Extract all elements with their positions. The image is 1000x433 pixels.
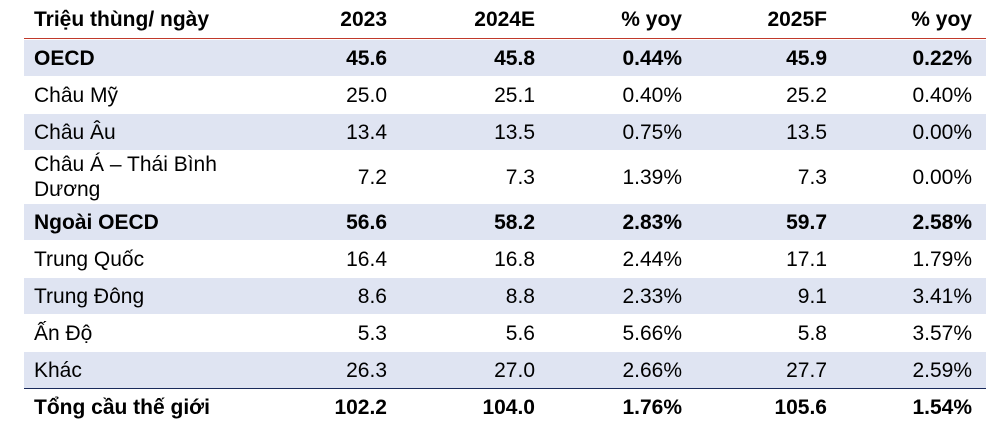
cell-yoy-2024: 1.39% [622, 165, 682, 189]
row-label: Trung Quốc [34, 247, 145, 271]
cell-2025f: 27.7 [786, 358, 827, 382]
cell-yoy-2025: 3.41% [912, 284, 972, 308]
cell-2023: 16.4 [346, 247, 387, 271]
cell-yoy-2025: 3.57% [912, 321, 972, 345]
cell-yoy-2024: 2.66% [622, 358, 682, 382]
cell-2024e: 25.1 [494, 83, 535, 107]
cell-2024e: 45.8 [494, 46, 535, 70]
cell-yoy-2024: 2.33% [622, 284, 682, 308]
cell-yoy-2025: 2.59% [912, 358, 972, 382]
row-label: OECD [34, 46, 95, 70]
table-row-trung-dong: Trung Đông 8.6 8.8 2.33% 9.1 3.41% [24, 277, 986, 314]
cell-2025f: 25.2 [786, 83, 827, 107]
cell-2024e: 5.6 [505, 321, 535, 345]
cell-2025f: 5.8 [797, 321, 827, 345]
cell-2024e: 16.8 [494, 247, 535, 271]
row-label: Khác [34, 358, 82, 382]
cell-2023: 13.4 [346, 120, 387, 144]
cell-2025f: 13.5 [786, 120, 827, 144]
cell-yoy-2024: 1.76% [622, 395, 682, 419]
cell-yoy-2024: 2.44% [622, 247, 682, 271]
header-yoy-2024: % yoy [621, 7, 682, 31]
cell-2023: 7.2 [357, 165, 387, 189]
header-2024e: 2024E [474, 7, 535, 31]
table-row-chau-a-thai-binh-duong: Châu Á – Thái Bình Dương 7.2 7.3 1.39% 7… [24, 150, 986, 203]
header-2025f: 2025F [767, 7, 827, 31]
cell-2023: 45.6 [346, 46, 387, 70]
cell-2025f: 45.9 [786, 46, 827, 70]
cell-yoy-2024: 2.83% [622, 210, 682, 234]
table-row-trung-quoc: Trung Quốc 16.4 16.8 2.44% 17.1 1.79% [24, 240, 986, 277]
table-row-an-do: Ấn Độ 5.3 5.6 5.66% 5.8 3.57% [24, 314, 986, 351]
cell-2025f: 17.1 [786, 247, 827, 271]
table-row-chau-my: Châu Mỹ 25.0 25.1 0.40% 25.2 0.40% [24, 76, 986, 113]
row-label: Châu Mỹ [34, 83, 119, 107]
cell-2025f: 9.1 [797, 284, 827, 308]
header-2023: 2023 [340, 7, 387, 31]
cell-2023: 8.6 [357, 284, 387, 308]
cell-yoy-2024: 0.40% [622, 83, 682, 107]
cell-yoy-2025: 0.00% [912, 120, 972, 144]
cell-yoy-2025: 1.54% [912, 395, 972, 419]
cell-2024e: 7.3 [505, 165, 535, 189]
cell-yoy-2025: 0.00% [912, 165, 972, 189]
cell-2023: 25.0 [346, 83, 387, 107]
cell-2023: 56.6 [346, 210, 387, 234]
demand-table: Triệu thùng/ ngày 2023 2024E % yoy 2025F… [24, 0, 986, 425]
cell-2025f: 59.7 [786, 210, 827, 234]
row-label: Tổng cầu thế giới [34, 395, 210, 419]
table-row-ngoai-oecd: Ngoài OECD 56.6 58.2 2.83% 59.7 2.58% [24, 203, 986, 240]
row-label: Ngoài OECD [34, 210, 159, 234]
cell-2024e: 8.8 [505, 284, 535, 308]
cell-2024e: 27.0 [494, 358, 535, 382]
cell-2024e: 104.0 [482, 395, 535, 419]
row-label: Châu Á – Thái Bình Dương [34, 153, 217, 201]
cell-yoy-2024: 5.66% [622, 321, 682, 345]
row-label: Trung Đông [34, 284, 145, 308]
cell-yoy-2024: 0.44% [622, 46, 682, 70]
header-unit: Triệu thùng/ ngày [34, 7, 210, 31]
cell-yoy-2025: 2.58% [912, 210, 972, 234]
table-header-row: Triệu thùng/ ngày 2023 2024E % yoy 2025F… [24, 0, 986, 39]
cell-2024e: 58.2 [494, 210, 535, 234]
cell-2023: 26.3 [346, 358, 387, 382]
cell-yoy-2025: 0.22% [912, 46, 972, 70]
row-label: Châu Âu [34, 120, 116, 144]
cell-2025f: 105.6 [774, 395, 827, 419]
table-row-total: Tổng cầu thế giới 102.2 104.0 1.76% 105.… [24, 388, 986, 425]
cell-2025f: 7.3 [797, 165, 827, 189]
row-label: Ấn Độ [34, 321, 93, 345]
cell-yoy-2024: 0.75% [622, 120, 682, 144]
table-row-chau-au: Châu Âu 13.4 13.5 0.75% 13.5 0.00% [24, 113, 986, 150]
cell-yoy-2025: 0.40% [912, 83, 972, 107]
cell-yoy-2025: 1.79% [912, 247, 972, 271]
cell-2023: 5.3 [357, 321, 387, 345]
header-yoy-2025: % yoy [911, 7, 972, 31]
table-row-oecd: OECD 45.6 45.8 0.44% 45.9 0.22% [24, 39, 986, 76]
cell-2024e: 13.5 [494, 120, 535, 144]
table-row-khac: Khác 26.3 27.0 2.66% 27.7 2.59% [24, 351, 986, 388]
cell-2023: 102.2 [334, 395, 387, 419]
